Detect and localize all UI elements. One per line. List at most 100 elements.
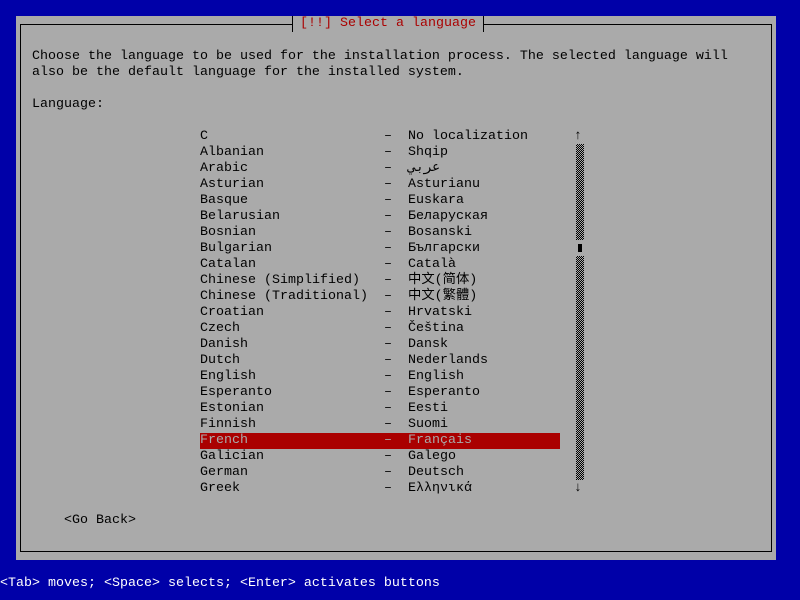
language-native-name: Български [408, 241, 480, 256]
language-name: Arabic [200, 161, 248, 176]
separator: – [384, 241, 392, 256]
language-native-name: Galego [408, 449, 456, 464]
separator: – [384, 209, 392, 224]
language-option[interactable]: Basque – Euskara [200, 193, 560, 209]
separator: – [384, 145, 392, 160]
language-option[interactable]: Estonian – Eesti [200, 401, 560, 417]
language-option[interactable]: Belarusian – Беларуская [200, 209, 560, 225]
language-native-name: Shqip [408, 145, 448, 160]
separator: – [384, 129, 392, 144]
language-option[interactable]: English – English [200, 369, 560, 385]
language-option[interactable]: Galician – Galego [200, 449, 560, 465]
language-name: Finnish [200, 417, 256, 432]
separator: – [384, 177, 392, 192]
scroll-up-arrow-icon[interactable]: ↑ [574, 129, 582, 144]
language-option[interactable]: C – No localization [200, 129, 560, 145]
language-option[interactable]: Dutch – Nederlands [200, 353, 560, 369]
scrollbar-track-lower[interactable] [576, 256, 584, 480]
language-native-name: Eesti [408, 401, 448, 416]
go-back-button[interactable]: <Go Back> [64, 513, 136, 528]
language-name: Danish [200, 337, 248, 352]
language-name: Belarusian [200, 209, 280, 224]
language-native-name: Čeština [408, 321, 464, 336]
language-name: Greek [200, 481, 240, 496]
language-name: Catalan [200, 257, 256, 272]
language-option[interactable]: Chinese (Traditional) – 中文(繁體) [200, 289, 560, 305]
separator: – [384, 433, 392, 448]
language-option[interactable]: Finnish – Suomi [200, 417, 560, 433]
separator: – [384, 385, 392, 400]
separator: – [384, 369, 392, 384]
dialog-title: [!!] Select a language [292, 16, 484, 32]
language-name: Chinese (Simplified) [200, 273, 360, 288]
separator: – [384, 449, 392, 464]
language-option[interactable]: Czech – Čeština [200, 321, 560, 337]
language-native-name: Беларуская [408, 209, 488, 224]
language-name: Esperanto [200, 385, 272, 400]
language-native-name: Deutsch [408, 465, 464, 480]
language-native-name: Bosanski [408, 225, 472, 240]
language-option[interactable]: French – Français [200, 433, 560, 449]
language-option[interactable]: Esperanto – Esperanto [200, 385, 560, 401]
language-native-name: Hrvatski [408, 305, 472, 320]
separator: – [384, 353, 392, 368]
language-native-name: عربي [408, 161, 441, 176]
separator: – [384, 417, 392, 432]
language-option[interactable]: Greek – Ελληνικά [200, 481, 560, 497]
language-option[interactable]: Bosnian – Bosanski [200, 225, 560, 241]
language-native-name: English [408, 369, 464, 384]
scrollbar-thumb[interactable] [578, 244, 582, 252]
language-label: Language: [32, 97, 104, 112]
language-name: Bulgarian [200, 241, 272, 256]
language-option[interactable]: Bulgarian – Български [200, 241, 560, 257]
separator: – [384, 337, 392, 352]
scrollbar-track-upper[interactable] [576, 144, 584, 240]
language-name: Czech [200, 321, 240, 336]
language-option[interactable]: Asturian – Asturianu [200, 177, 560, 193]
status-bar: <Tab> moves; <Space> selects; <Enter> ac… [0, 576, 440, 591]
language-option[interactable]: Arabic – عربي [200, 161, 560, 177]
language-native-name: Nederlands [408, 353, 488, 368]
language-name: Albanian [200, 145, 264, 160]
language-option[interactable]: Danish – Dansk [200, 337, 560, 353]
description-line-2: also be the default language for the ins… [32, 65, 464, 80]
language-native-name: Dansk [408, 337, 448, 352]
language-name: German [200, 465, 248, 480]
language-option[interactable]: German – Deutsch [200, 465, 560, 481]
language-name: Dutch [200, 353, 240, 368]
separator: – [384, 273, 392, 288]
separator: – [384, 465, 392, 480]
language-name: Asturian [200, 177, 264, 192]
language-name: C [200, 129, 208, 144]
language-option[interactable]: Chinese (Simplified) – 中文(简体) [200, 273, 560, 289]
language-native-name: Asturianu [408, 177, 480, 192]
scroll-down-arrow-icon[interactable]: ↓ [574, 481, 582, 496]
language-option[interactable]: Albanian – Shqip [200, 145, 560, 161]
language-name: Croatian [200, 305, 264, 320]
separator: – [384, 401, 392, 416]
language-native-name: Euskara [408, 193, 464, 208]
language-name: Basque [200, 193, 248, 208]
description-line-1: Choose the language to be used for the i… [32, 49, 728, 64]
language-name: Galician [200, 449, 264, 464]
language-native-name: Suomi [408, 417, 448, 432]
language-name: Estonian [200, 401, 264, 416]
separator: – [384, 193, 392, 208]
separator: – [384, 481, 392, 496]
language-option[interactable]: Croatian – Hrvatski [200, 305, 560, 321]
separator: – [384, 225, 392, 240]
language-name: Bosnian [200, 225, 256, 240]
language-option[interactable]: Catalan – Català [200, 257, 560, 273]
separator: – [384, 289, 392, 304]
language-name: French [200, 433, 248, 448]
language-native-name: Esperanto [408, 385, 480, 400]
language-native-name: No localization [408, 129, 528, 144]
separator: – [384, 305, 392, 320]
language-native-name: 中文(简体) [408, 273, 478, 288]
separator: – [384, 161, 392, 176]
separator: – [384, 257, 392, 272]
language-native-name: Ελληνικά [408, 481, 472, 496]
language-name: Chinese (Traditional) [200, 289, 368, 304]
language-native-name: 中文(繁體) [408, 289, 478, 304]
language-native-name: Català [408, 257, 456, 272]
